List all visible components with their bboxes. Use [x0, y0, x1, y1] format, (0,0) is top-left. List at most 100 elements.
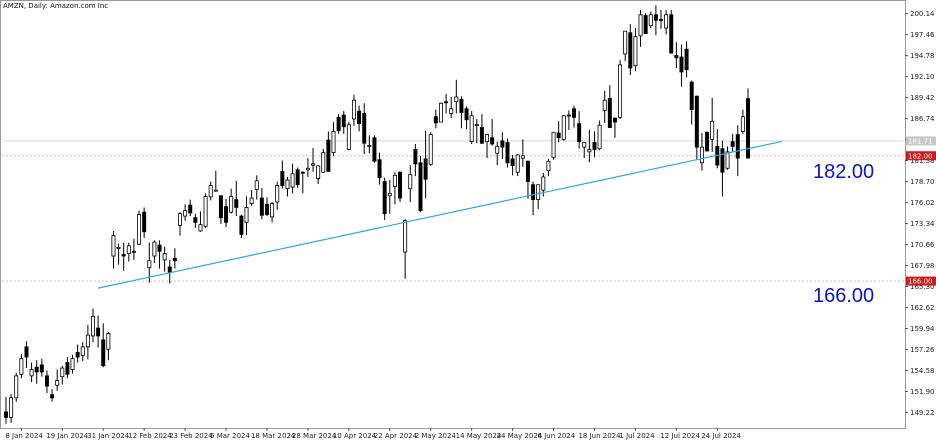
x-tick-label: 24 Jul 2024	[701, 432, 741, 440]
candle-body	[725, 151, 730, 169]
candle-body	[433, 116, 438, 124]
candle-body	[167, 266, 172, 273]
candle-body	[710, 120, 715, 140]
candle-body	[137, 214, 142, 245]
y-tick-label: 149.22	[910, 409, 935, 417]
candle-body	[730, 141, 735, 147]
candle-body	[541, 176, 546, 191]
level-182-tag	[906, 151, 936, 161]
candle-body	[91, 315, 95, 337]
candle-body	[643, 15, 648, 34]
candle-body	[121, 254, 126, 257]
candle-body	[259, 197, 264, 216]
candle-body	[392, 174, 397, 187]
candle-body	[249, 197, 254, 204]
candle-body	[607, 98, 612, 128]
candle-body	[592, 142, 597, 150]
y-tick-label: 170.66	[910, 241, 935, 249]
y-tick-label: 200.14	[910, 10, 935, 18]
x-tick-label: 12 Jul 2024	[660, 432, 700, 440]
candle-body	[316, 165, 321, 179]
y-tick-label: 178.70	[910, 178, 935, 186]
candle-body	[101, 339, 106, 367]
candle-body	[694, 95, 699, 148]
current-price-tag-label: 181.71	[908, 137, 933, 145]
candle-body	[382, 181, 387, 215]
candle-body	[372, 137, 377, 162]
candle-body	[444, 101, 449, 104]
candle-body	[428, 134, 433, 165]
candle-body	[341, 114, 346, 128]
candle-body	[19, 358, 24, 375]
candle-body	[198, 224, 203, 232]
candle-body	[653, 14, 658, 21]
trendline-group[interactable]	[97, 140, 783, 289]
candle-body	[525, 160, 530, 183]
candle-body	[70, 358, 75, 370]
x-tick-label: 10 Apr 2024	[333, 432, 377, 440]
candle-body	[152, 241, 157, 257]
candle-body	[55, 380, 60, 386]
candle-body	[556, 132, 561, 139]
candle-body	[377, 159, 382, 179]
x-tick-label: 31 Jan 2024	[87, 432, 130, 440]
candle-body	[218, 195, 223, 219]
x-tick-label: 14 May 2024	[456, 432, 502, 440]
x-tick-label: 6 Mar 2024	[210, 432, 250, 440]
candle-body	[311, 163, 316, 166]
level-166-tag-label: 166.00	[908, 278, 933, 286]
x-tick-label: 12 Feb 2024	[128, 432, 172, 440]
y-tick-label: 186.74	[910, 115, 935, 123]
candle-body	[664, 14, 669, 29]
candle-body	[633, 36, 638, 67]
candle-body	[469, 115, 474, 143]
candle-body	[674, 55, 679, 59]
candle-body	[351, 99, 356, 120]
candle-body	[4, 411, 8, 418]
candle-body	[490, 137, 495, 145]
candle-body	[131, 250, 136, 253]
candle-body	[659, 19, 663, 21]
candle-body	[546, 160, 551, 172]
candle-body	[577, 123, 582, 143]
candle-body	[126, 245, 131, 255]
candle-body	[510, 158, 515, 166]
candle-body	[208, 185, 213, 198]
candle-body	[106, 333, 111, 350]
trendline[interactable]	[97, 140, 783, 289]
x-tick-label: 1 Jul 2024	[619, 432, 655, 440]
y-tick-label: 157.26	[910, 346, 935, 354]
candle-body	[24, 346, 29, 358]
y-tick-label: 192.10	[910, 73, 935, 81]
candle-body	[705, 131, 710, 152]
candle-body	[572, 108, 577, 118]
candle-body	[75, 351, 80, 358]
candle-body	[408, 174, 413, 190]
annotation-upper-level: 182.00	[813, 161, 874, 183]
candle-body	[418, 162, 423, 211]
candle-body	[735, 134, 740, 159]
y-tick-label: 173.34	[910, 220, 935, 228]
candle-body	[116, 246, 121, 249]
candle-body	[485, 134, 490, 143]
candle-body	[224, 206, 229, 223]
candle-body	[326, 139, 331, 172]
candle-body	[628, 32, 633, 69]
candle-body	[500, 140, 505, 148]
candle-body	[623, 30, 628, 55]
candle-body	[29, 369, 34, 377]
plot-frame	[0, 0, 906, 429]
candle-body	[479, 127, 484, 144]
candle-body	[438, 102, 443, 123]
candle-body	[157, 244, 162, 252]
current-price-tag	[906, 136, 936, 146]
candle-body	[193, 217, 198, 223]
candle-body	[254, 180, 259, 190]
y-tick-label: 181.38	[910, 157, 935, 165]
candle-body	[280, 171, 285, 186]
candle-body	[9, 397, 14, 418]
candle-body	[39, 364, 44, 373]
y-tick-label: 151.90	[910, 388, 935, 396]
